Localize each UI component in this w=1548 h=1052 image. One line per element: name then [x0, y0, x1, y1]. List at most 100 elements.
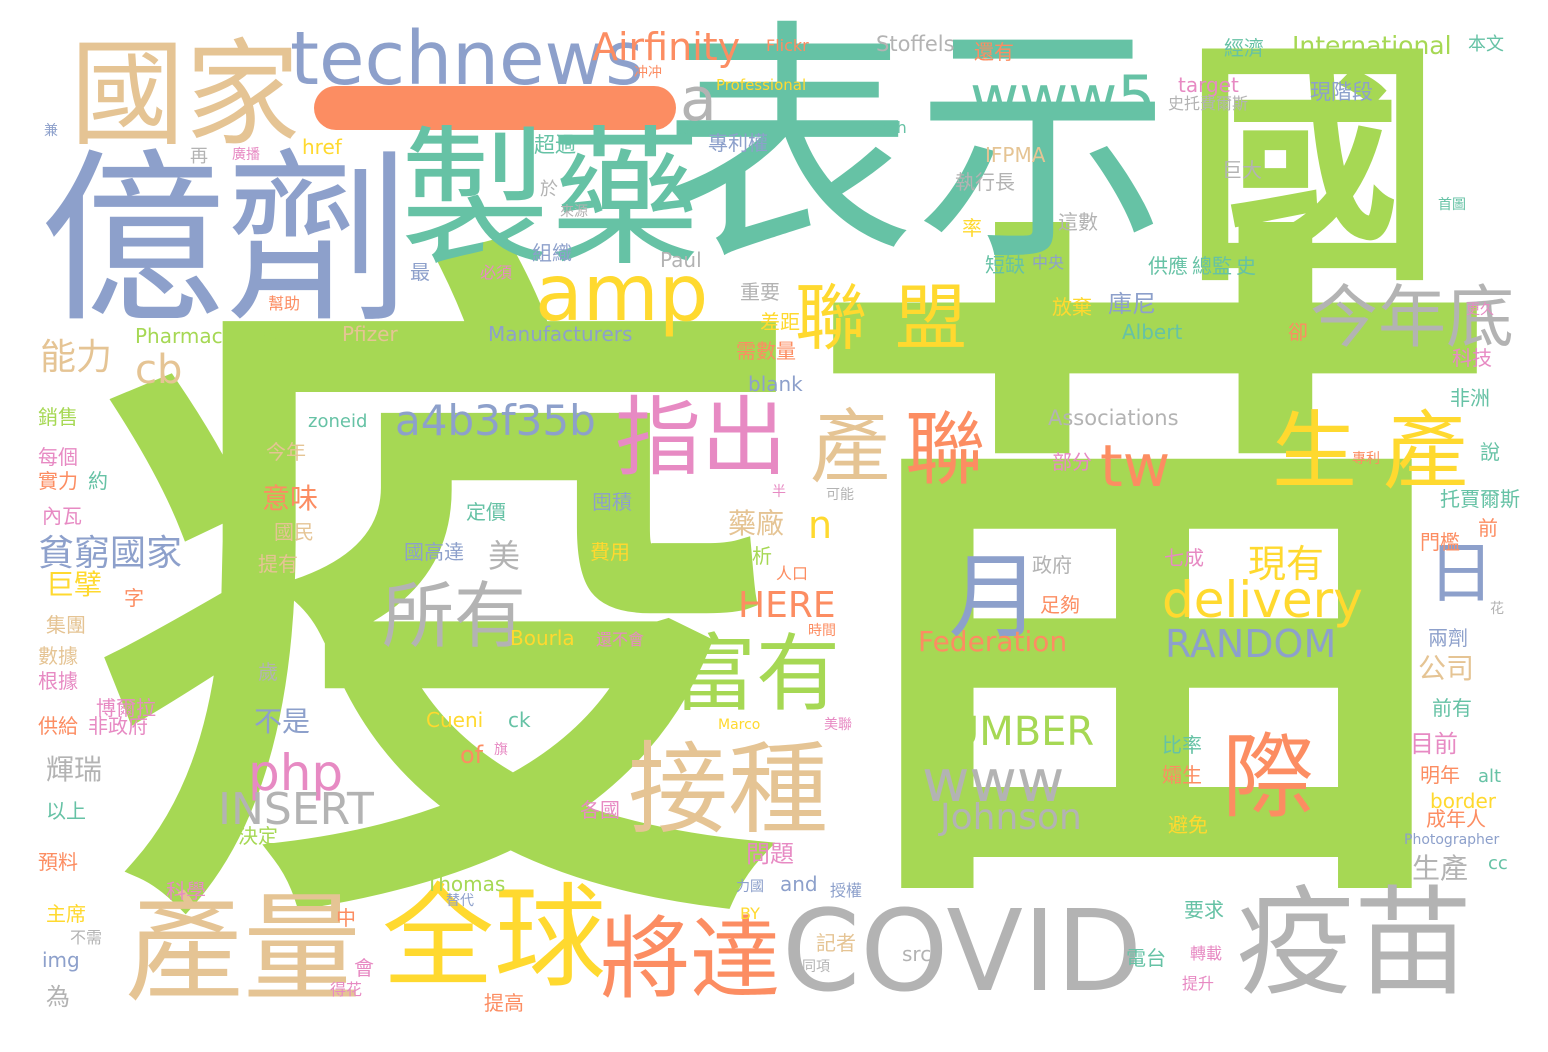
- word-lv: 率: [962, 216, 982, 240]
- word-bushi: 不是: [254, 705, 311, 738]
- word-shoutu: 首圖: [1438, 197, 1466, 213]
- word-by: BY: [740, 904, 760, 923]
- word-dehua: 得花: [330, 980, 363, 999]
- word-qianyou: 前有: [1432, 696, 1472, 720]
- word-neiwa: 內瓦: [42, 504, 82, 528]
- word-www5: www5: [970, 63, 1156, 133]
- word-delivery: delivery: [1162, 571, 1363, 629]
- word-huirui: 輝瑞: [46, 753, 103, 786]
- word-chan-2: 產: [1383, 403, 1469, 502]
- word-quanqiu: 全球: [382, 873, 606, 1003]
- word-keneng: 可能: [826, 487, 854, 503]
- word-blank: blank: [748, 372, 803, 396]
- word-img: img: [42, 948, 80, 972]
- word-kexue: 科學: [166, 879, 206, 903]
- word-ban: 半: [772, 484, 786, 500]
- word-ri: 日: [1417, 538, 1494, 604]
- word-thomas: Thomas: [426, 872, 506, 896]
- word-stoffels: Stoffels: [876, 32, 955, 56]
- word-haiyou: 還有: [974, 40, 1014, 64]
- word-renkou: 人口: [776, 564, 809, 583]
- word-gengjiu: 更久: [1466, 302, 1494, 318]
- word-lian: 聯: [795, 276, 868, 360]
- word-tigao: 提高: [484, 991, 524, 1015]
- word-pinqiongguojia: 貧窮國家: [38, 533, 183, 574]
- word-zhuxi: 主席: [46, 902, 86, 926]
- word-shouquan: 授權: [830, 881, 863, 900]
- word-jian: 兼: [44, 123, 58, 139]
- word-shuju: 數據: [38, 644, 78, 668]
- word-xushuliang: 需數量: [736, 339, 796, 363]
- word-guogaoda: 國高達: [404, 540, 464, 564]
- word-lian-2: 聯: [905, 403, 985, 496]
- word-yaochang: 藥廠: [728, 507, 785, 540]
- word-boerla: 博爾拉: [96, 696, 156, 720]
- word-johnson: Johnson: [940, 797, 1082, 838]
- word-gongying: 供應: [1148, 254, 1188, 278]
- word-yiwei: 意味: [262, 482, 319, 515]
- word-liangji: 兩劑: [1428, 626, 1468, 650]
- word-yiji: 億劑: [40, 132, 410, 348]
- word-professional: Professional: [716, 76, 807, 94]
- word-shuangsheng: 孀生: [1162, 763, 1202, 787]
- word-tiyou: 提有: [258, 552, 298, 576]
- word-yishang: 以上: [46, 799, 86, 823]
- word-buxu: 不需: [70, 928, 103, 947]
- word-php: php: [248, 744, 344, 802]
- word-benwen: 本文: [1468, 34, 1504, 55]
- word-gongsi: 公司: [1418, 652, 1475, 685]
- word-bufen: 部分: [1052, 450, 1092, 474]
- word-zhongyang: 中央: [1032, 253, 1065, 272]
- word-juda: 巨大: [1222, 158, 1262, 182]
- word-photographer: Photographer: [1404, 832, 1500, 848]
- word-bixu: 必須: [480, 263, 513, 282]
- word-yaoqiu: 要求: [1184, 898, 1224, 922]
- word-tisheng: 提升: [1182, 974, 1215, 993]
- word-zhixingzhang: 執行長: [955, 170, 1015, 194]
- word-alt: alt: [1478, 766, 1502, 787]
- word-feizhengfu: 非政府: [88, 714, 148, 738]
- word-pfizer: Pfizer: [342, 322, 398, 346]
- word-shi: 史: [1236, 254, 1256, 278]
- word-shituofeiersi: 史托費爾斯: [1168, 94, 1249, 113]
- word-sheng: 生: [1272, 403, 1358, 502]
- word-muqian: 目前: [1410, 730, 1458, 758]
- word-tidai: 替代: [446, 893, 474, 909]
- word-amp: amp: [535, 249, 709, 339]
- word-xianyou: 現有: [1248, 542, 1325, 586]
- word-zhong: 中: [336, 906, 356, 930]
- word-zheshu: 這數: [1058, 210, 1098, 234]
- word-number: NUMBER: [920, 709, 1095, 755]
- word-kuni: 庫尼: [1108, 290, 1156, 318]
- word-www: www: [922, 747, 1065, 815]
- word-federation: Federation: [918, 625, 1068, 658]
- word-albert: Albert: [1122, 320, 1183, 344]
- word-zi: 字: [124, 586, 144, 610]
- word-technews: technews: [290, 16, 644, 102]
- word-international: International: [1292, 31, 1452, 60]
- word-covid: COVID: [782, 887, 1143, 1017]
- word-tw: tw: [1100, 432, 1171, 500]
- word-guo: 國: [1185, 19, 1441, 316]
- word-associations: Associations: [1048, 406, 1179, 430]
- word-xiaoshou: 銷售: [38, 405, 78, 429]
- word-shijian: 時間: [808, 623, 836, 639]
- word-geguo: 各國: [580, 798, 620, 822]
- word-suoyou: 所有: [382, 574, 527, 658]
- word-menkan: 門檻: [1420, 530, 1460, 554]
- word-zhishao: 至少: [410, 494, 450, 518]
- word-zhiyao: 製藥: [400, 113, 701, 287]
- word-qicheng: 七成: [1164, 546, 1204, 570]
- word-bimian: 避免: [1168, 813, 1208, 837]
- word-insert: INSERT: [218, 784, 374, 835]
- word-wenti: 問題: [746, 840, 794, 868]
- word-wei: 為: [46, 983, 70, 1011]
- word-verch: Verch: [862, 118, 907, 137]
- word-mingnian: 明年: [1420, 763, 1460, 787]
- word-meilian: 美聯: [824, 717, 852, 733]
- word-duanque: 短缺: [985, 253, 1025, 277]
- word-and: and: [780, 872, 818, 896]
- word-bourla: Bourla: [510, 626, 575, 650]
- word-zhuanzai: 轉載: [1190, 944, 1223, 963]
- word-nengli: 能力: [40, 337, 113, 378]
